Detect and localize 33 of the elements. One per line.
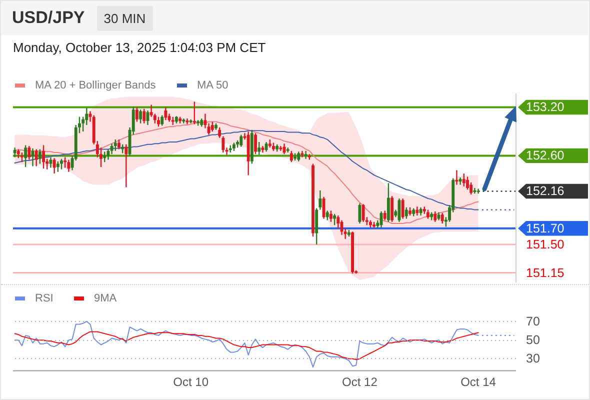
chart-title: USD/JPY xyxy=(12,8,85,28)
y-tick-label: 70 xyxy=(526,314,540,328)
candlestick xyxy=(124,144,128,188)
y-tick-label: 152.60 xyxy=(526,148,564,163)
candlestick xyxy=(13,148,16,158)
candlestick xyxy=(304,150,308,159)
legend-label: MA 20 + Bollinger Bands xyxy=(35,80,156,92)
chart-subtitle: Monday, October 13, 2025 1:04:03 PM CET xyxy=(13,40,266,55)
line-series xyxy=(14,130,479,210)
candlestick xyxy=(473,188,476,194)
y-tick-label: 151.15 xyxy=(526,266,564,280)
candlestick xyxy=(279,146,282,151)
line-series xyxy=(14,321,479,368)
x-tick-label: Oct 10 xyxy=(173,374,209,389)
y-tick-label: 151.50 xyxy=(526,238,564,252)
line-series xyxy=(14,121,479,224)
x-tick-label: Oct 14 xyxy=(460,374,496,389)
candlestick xyxy=(182,118,186,124)
candlestick xyxy=(458,178,462,185)
y-tick-label: 30 xyxy=(526,352,540,366)
candlestick xyxy=(300,150,304,158)
line-series xyxy=(14,331,479,360)
ref-line-label: 152.16 xyxy=(526,184,564,198)
legend-label: 9MA xyxy=(94,292,118,304)
candlestick xyxy=(455,170,458,185)
text: 30 MIN xyxy=(96,6,153,30)
y-tick-label: 153.20 xyxy=(526,100,564,114)
x-tick-label: Oct 12 xyxy=(342,374,378,389)
y-tick-label: 151.70 xyxy=(526,221,564,236)
y-tick-label: 50 xyxy=(526,333,540,348)
legend-label: RSI xyxy=(35,292,54,304)
candlestick xyxy=(261,146,264,152)
legend-label: MA 50 xyxy=(197,80,228,92)
